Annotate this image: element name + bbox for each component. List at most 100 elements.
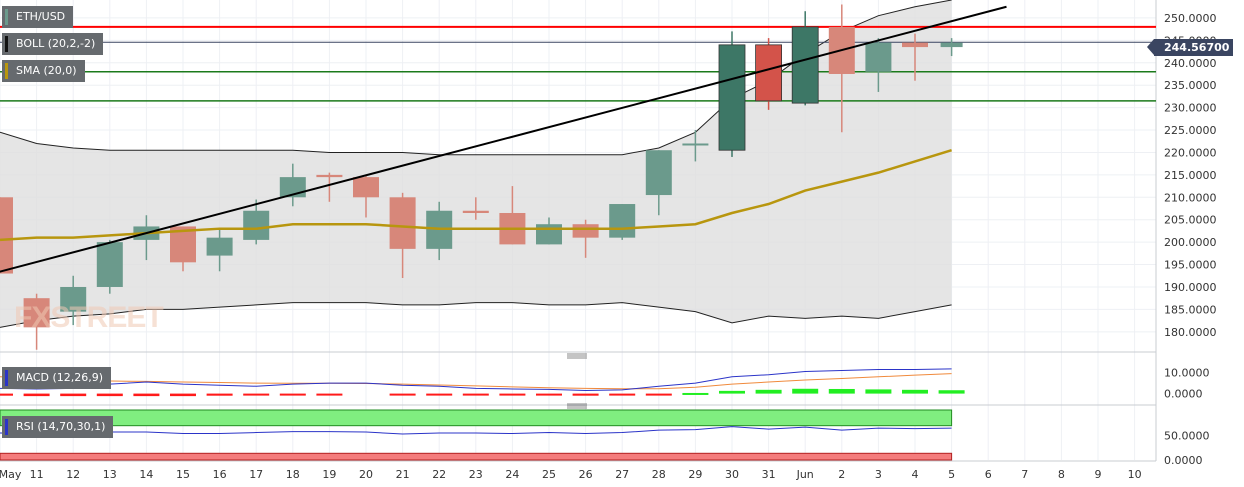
symbol-label: ETH/USD: [16, 10, 66, 23]
date-tick-label: 17: [249, 468, 263, 481]
date-tick-label: 11: [30, 468, 44, 481]
legend-sma[interactable]: SMA (20,0): [2, 60, 85, 82]
bollinger-lower-line: [0, 302, 952, 328]
macd-histogram-bar-positive: [682, 392, 709, 395]
macd-histogram-bar-negative: [23, 393, 50, 397]
current-price-tag: 244.56700: [1146, 39, 1234, 56]
candle[interactable]: [60, 275, 87, 326]
candle-body: [902, 42, 928, 48]
candle[interactable]: [389, 192, 416, 279]
candle[interactable]: [902, 33, 928, 81]
date-tick-label: 25: [542, 468, 556, 481]
candle-body: [60, 286, 87, 312]
rsi-pane: [0, 409, 953, 461]
trendline: [0, 5, 1007, 273]
candle[interactable]: [791, 11, 819, 106]
rsi-resize-handle-icon[interactable]: [567, 403, 587, 409]
horizontal-levels: [0, 25, 1156, 102]
candle[interactable]: [718, 31, 746, 157]
price-tick-label: 205.0000: [1164, 214, 1217, 227]
date-tick-label: 3: [875, 468, 882, 481]
price-tick-label: 250.0000: [1164, 12, 1217, 25]
candle-body: [682, 143, 709, 146]
candle[interactable]: [940, 38, 963, 57]
date-tick-label: 12: [66, 468, 80, 481]
date-tick-label: 10: [1128, 468, 1142, 481]
price-tick-label: 195.0000: [1164, 259, 1217, 272]
date-tick-label: 21: [396, 468, 410, 481]
macd-histogram-bar-negative: [426, 393, 453, 396]
candle-body: [462, 210, 489, 213]
candle[interactable]: [96, 239, 123, 294]
candle[interactable]: [0, 197, 13, 274]
macd-pane: [0, 368, 965, 397]
date-tick-label: 5: [948, 468, 955, 481]
candle[interactable]: [645, 150, 672, 216]
rsi-label: RSI (14,70,30,1): [16, 420, 106, 433]
candle-body: [791, 26, 819, 104]
macd-tick-label: 10.0000: [1164, 367, 1210, 380]
legend-macd[interactable]: MACD (12,26,9): [2, 367, 112, 389]
candle-body: [206, 237, 233, 256]
date-tick-label: 6: [985, 468, 992, 481]
price-tick-label: 180.0000: [1164, 326, 1217, 339]
candle[interactable]: [462, 197, 489, 220]
date-tick-label: 22: [432, 468, 446, 481]
candle-body: [536, 224, 562, 245]
macd-histogram-bar-negative: [609, 393, 636, 396]
legend-boll[interactable]: BOLL (20,2,-2): [2, 33, 104, 55]
candle[interactable]: [609, 204, 636, 240]
sma-swatch: [5, 63, 8, 79]
macd-histogram-bar-negative: [170, 393, 196, 397]
macd-line: [0, 368, 952, 391]
candle[interactable]: [353, 174, 379, 218]
candle[interactable]: [682, 130, 709, 162]
rsi-oversold-zone: [0, 452, 953, 461]
candle[interactable]: [755, 38, 782, 110]
price-tick-label: 215.0000: [1164, 169, 1217, 182]
candle-body: [645, 150, 672, 196]
watermark-logo: FXSTREET: [14, 301, 164, 334]
price-tick-label: 225.0000: [1164, 124, 1217, 137]
indicator-lines: [0, 5, 1007, 273]
candle-body: [755, 44, 782, 102]
candle[interactable]: [243, 199, 270, 245]
macd-resize-handle-icon[interactable]: [567, 353, 587, 359]
date-tick-label: 9: [1095, 468, 1102, 481]
macd-histogram-bar-negative: [389, 393, 416, 396]
symbol-swatch: [5, 9, 8, 25]
date-tick-label: 30: [725, 468, 739, 481]
candle[interactable]: [206, 228, 233, 272]
macd-histogram-bar-positive: [719, 390, 745, 394]
macd-histogram-bar-positive: [755, 389, 782, 394]
legend-rsi[interactable]: RSI (14,70,30,1): [2, 416, 114, 438]
rsi-swatch: [5, 419, 8, 435]
macd-histogram-bar-negative: [133, 393, 160, 397]
candle-body: [718, 44, 746, 151]
candle[interactable]: [23, 293, 50, 350]
macd-swatch: [5, 370, 8, 386]
date-tick-label: Jun: [796, 468, 814, 481]
date-tick-label: 31: [762, 468, 776, 481]
date-tick-label: 27: [615, 468, 629, 481]
macd-histogram-bar-negative: [462, 393, 489, 396]
price-tick-label: 190.0000: [1164, 281, 1217, 294]
legend-symbol[interactable]: ETH/USD: [2, 6, 74, 28]
macd-histogram-bar-negative: [206, 393, 233, 396]
price-tick-label: 235.0000: [1164, 79, 1217, 92]
date-tick-label: May: [0, 468, 22, 481]
candle-body: [0, 197, 13, 274]
date-tick-label: 4: [912, 468, 919, 481]
candle-body: [389, 197, 416, 249]
macd-histogram-bar-positive: [902, 389, 928, 394]
candle-body: [865, 42, 892, 72]
date-tick-label: 16: [213, 468, 227, 481]
candle-body: [353, 177, 379, 198]
price-tick-label: 210.0000: [1164, 191, 1217, 204]
candle[interactable]: [865, 38, 892, 92]
macd-histogram-bar-positive: [792, 388, 819, 394]
candle[interactable]: [316, 172, 343, 202]
candle-body: [940, 42, 963, 48]
date-tick-label: 24: [505, 468, 519, 481]
